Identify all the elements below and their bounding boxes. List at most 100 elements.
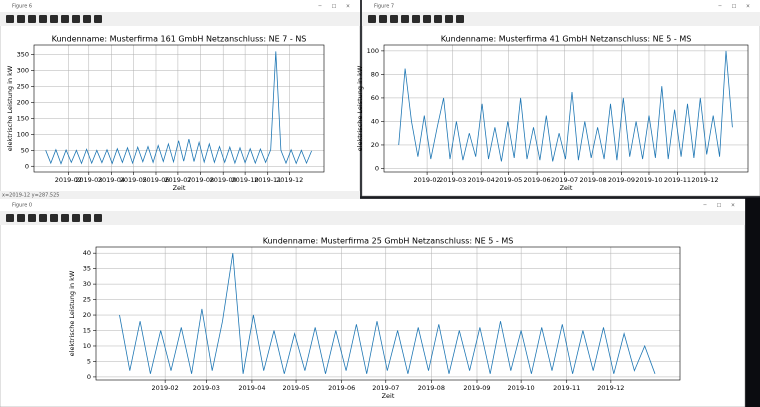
x-tick-label: 2019-05 <box>120 176 147 184</box>
x-tick-label: 2019-08 <box>187 176 214 184</box>
toolbar-button[interactable] <box>83 214 91 222</box>
y-tick-label: 80 <box>371 70 379 78</box>
x-tick-label: 2019-12 <box>276 176 303 184</box>
toolbar-button[interactable] <box>390 15 398 23</box>
y-tick-label: 200 <box>17 98 29 106</box>
toolbar-button[interactable] <box>61 214 69 222</box>
x-tick-label: 2019-07 <box>164 176 191 184</box>
y-tick-label: 350 <box>17 51 29 59</box>
x-tick-label: 2019-04 <box>238 384 265 392</box>
x-tick-label: 2019-07 <box>372 384 399 392</box>
window-control[interactable]: □ <box>732 4 737 10</box>
window-control[interactable]: − <box>703 203 707 209</box>
toolbar-button[interactable] <box>50 15 58 23</box>
y-tick-label: 20 <box>83 311 91 319</box>
toolbar-button[interactable] <box>379 15 387 23</box>
y-axis-label: elektrische Leistung in kW <box>68 270 76 356</box>
toolbar-button[interactable] <box>445 15 453 23</box>
y-tick-label: 30 <box>83 280 91 288</box>
toolbar-button[interactable] <box>28 15 36 23</box>
x-axis-label: Zeit <box>560 184 573 192</box>
toolbar-button[interactable] <box>368 15 376 23</box>
toolbar-button[interactable] <box>83 15 91 23</box>
x-tick-label: 2019-10 <box>635 176 662 184</box>
x-tick-label: 2019-03 <box>75 176 102 184</box>
x-tick-label: 2019-05 <box>495 176 522 184</box>
toolbar-button[interactable] <box>39 214 47 222</box>
y-tick-label: 250 <box>17 82 29 90</box>
x-axis-label: Zeit <box>382 392 395 400</box>
x-tick-label: 2019-08 <box>579 176 606 184</box>
y-tick-label: 60 <box>371 94 379 102</box>
x-tick-label: 2019-06 <box>142 176 169 184</box>
x-tick-label: 2019-09 <box>608 176 635 184</box>
toolbar-button[interactable] <box>401 15 409 23</box>
toolbar-button[interactable] <box>72 214 80 222</box>
chart-title: Kundenname: Musterfirma 25 GmbH Netzansc… <box>263 237 514 246</box>
toolbar-button[interactable] <box>6 15 14 23</box>
window-control[interactable]: − <box>718 4 722 10</box>
toolbar-button[interactable] <box>61 15 69 23</box>
plot-frame <box>383 44 749 173</box>
y-tick-label: 5 <box>87 357 91 365</box>
y-tick-label: 0 <box>87 373 91 381</box>
window-control[interactable]: × <box>346 4 350 10</box>
toolbar-button[interactable] <box>6 214 14 222</box>
x-tick-label: 2019-12 <box>597 384 624 392</box>
y-tick-label: 0 <box>375 164 379 172</box>
toolbar-button[interactable] <box>434 15 442 23</box>
toolbar-button[interactable] <box>412 15 420 23</box>
window-title: Figure 6 <box>12 4 32 10</box>
window-control[interactable]: − <box>318 4 322 10</box>
x-tick-label: 2019-02 <box>414 176 441 184</box>
y-tick-label: 0 <box>25 162 29 170</box>
toolbar <box>0 211 745 225</box>
toolbar-button[interactable] <box>28 214 36 222</box>
toolbar <box>362 12 760 26</box>
y-tick-label: 40 <box>371 117 379 125</box>
line-series <box>119 253 656 374</box>
x-tick-label: 2019-08 <box>418 384 445 392</box>
toolbar-button[interactable] <box>17 15 25 23</box>
status-text: x=2019-12 y=287.525 <box>2 193 59 199</box>
toolbar-button[interactable] <box>94 15 102 23</box>
x-tick-label: 2019-02 <box>55 176 82 184</box>
toolbar-button[interactable] <box>423 15 431 23</box>
x-tick-label: 2019-09 <box>463 384 490 392</box>
window-control[interactable]: □ <box>717 203 722 209</box>
window-control[interactable]: □ <box>332 4 337 10</box>
toolbar-button[interactable] <box>94 214 102 222</box>
x-tick-label: 2019-04 <box>98 176 125 184</box>
y-tick-label: 10 <box>83 342 91 350</box>
y-tick-label: 300 <box>17 67 29 75</box>
x-tick-label: 2019-05 <box>282 384 309 392</box>
toolbar-button[interactable] <box>39 15 47 23</box>
x-tick-label: 2019-10 <box>232 176 259 184</box>
window-control[interactable]: × <box>731 203 735 209</box>
y-tick-label: 40 <box>83 249 91 257</box>
x-tick-label: 2019-07 <box>551 176 578 184</box>
y-axis-label: elektrische Leistung in kW <box>356 65 364 151</box>
chart-title: Kundenname: Musterfirma 161 GmbH Netzans… <box>52 35 307 44</box>
title-bar <box>362 0 760 12</box>
y-tick-label: 35 <box>83 265 91 273</box>
window-control[interactable]: × <box>746 4 750 10</box>
y-tick-label: 25 <box>83 296 91 304</box>
x-tick-label: 2019-06 <box>524 176 551 184</box>
toolbar-button[interactable] <box>50 214 58 222</box>
x-tick-label: 2019-12 <box>691 176 718 184</box>
x-tick-label: 2019-11 <box>664 176 691 184</box>
window <box>0 198 746 407</box>
status-bar <box>0 191 360 199</box>
y-tick-label: 100 <box>17 130 29 138</box>
x-axis-label: Zeit <box>173 184 186 192</box>
toolbar-button[interactable] <box>17 214 25 222</box>
y-tick-label: 100 <box>367 47 379 55</box>
y-axis-label: elektrische Leistung in kW <box>6 65 14 151</box>
x-tick-label: 2019-04 <box>468 176 495 184</box>
toolbar-button[interactable] <box>456 15 464 23</box>
toolbar-button[interactable] <box>72 15 80 23</box>
plot-frame <box>33 44 325 173</box>
